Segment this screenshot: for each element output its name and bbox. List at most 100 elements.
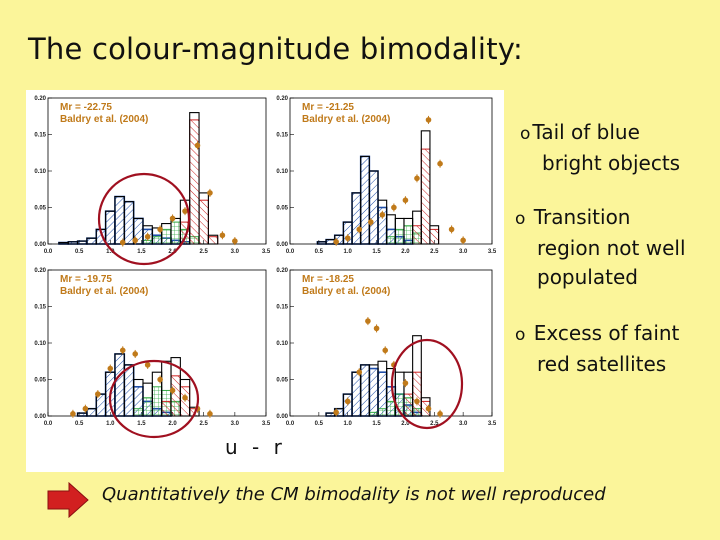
- x-tick-label: 2.5: [430, 421, 439, 427]
- histogram-bar-red: [429, 228, 440, 245]
- bullet-line: region not well: [537, 236, 686, 260]
- y-tick-label: 0.00: [276, 414, 288, 420]
- x-tick-label: 3.0: [231, 421, 240, 427]
- histogram-bar-red: [198, 199, 209, 245]
- data-point: [132, 351, 138, 357]
- data-point: [414, 175, 420, 182]
- y-tick-label: 0.05: [34, 206, 46, 212]
- y-tick-label: 0.10: [34, 169, 46, 175]
- histogram-bar-red: [189, 119, 200, 245]
- histogram-bar-total: [429, 225, 440, 245]
- histogram-figure: 0.0 0.5 1.0 1.5 2.0 2.5 3.0 3.5 0.00 0.05 0.10 0.15…: [26, 90, 504, 472]
- data-point: [95, 391, 101, 397]
- histogram-bar-green: [394, 228, 405, 245]
- data-point: [425, 117, 432, 123]
- data-point: [182, 208, 188, 214]
- x-tick-label: 0.0: [286, 421, 295, 427]
- magnitude-label: Mr = -22.75: [60, 102, 112, 113]
- magnitude-label: Mr = -21.25: [302, 102, 354, 113]
- y-tick-label: 0.05: [276, 378, 288, 384]
- x-tick-label: 2.5: [200, 249, 209, 255]
- y-tick-label: 0.15: [34, 305, 46, 311]
- histogram-bar-blue: [368, 367, 379, 417]
- x-tick-label: 1.0: [344, 249, 353, 255]
- x-tick-label: 0.5: [315, 421, 324, 427]
- bullet-marker: o: [520, 124, 531, 144]
- legend-label: Baldry et al. (2004): [60, 286, 148, 297]
- data-point: [379, 212, 386, 218]
- histogram-bar-red: [412, 371, 422, 417]
- histogram-bar-red: [161, 400, 172, 417]
- histogram-panels: 0.0 0.5 1.0 1.5 2.0 2.5 3.0 3.5 0.00 0.05 0.10 0.15…: [34, 96, 497, 439]
- data-point: [356, 226, 363, 233]
- histogram-bar-red: [207, 236, 219, 245]
- histogram-bar-blue: [114, 353, 126, 417]
- data-point: [365, 318, 371, 324]
- legend-label: Baldry et al. (2004): [302, 286, 390, 297]
- legend-label: Baldry et al. (2004): [302, 114, 390, 125]
- panel-frame: [47, 97, 267, 245]
- histogram-bar-red: [412, 225, 422, 245]
- y-tick-label: 0.20: [34, 96, 46, 102]
- x-tick-label: 3.0: [459, 249, 468, 255]
- bullet-line: Excess of faint: [533, 321, 680, 345]
- x-tick-label: 0.5: [75, 421, 84, 427]
- data-point: [70, 411, 76, 417]
- y-tick-label: 0.20: [276, 96, 288, 102]
- data-point: [207, 190, 213, 196]
- magnitude-label: Mr = -18.25: [302, 274, 354, 285]
- y-tick-label: 0.00: [34, 414, 46, 420]
- data-point: [437, 160, 443, 167]
- data-point: [356, 369, 363, 376]
- bullet-line: bright objects: [542, 151, 681, 175]
- data-point: [132, 237, 138, 244]
- histogram-bar-blue: [104, 210, 116, 245]
- x-tick-label: 0.0: [44, 421, 53, 427]
- panel-frame: [289, 97, 493, 245]
- x-tick-label: 2.0: [168, 421, 177, 427]
- x-tick-label: 3.5: [488, 421, 497, 427]
- x-tick-label: 1.5: [137, 421, 146, 427]
- y-tick-label: 0.20: [276, 268, 288, 274]
- histogram-bar-red: [170, 375, 181, 417]
- slide-title: The colour-magnitude bimodality:: [28, 32, 523, 66]
- y-tick-label: 0.20: [34, 268, 46, 274]
- data-point: [144, 233, 151, 240]
- histogram-bar-green: [142, 397, 153, 417]
- histogram-bar-blue: [368, 170, 379, 245]
- histogram-bar-blue: [359, 155, 371, 245]
- histogram-bar-red: [420, 148, 431, 245]
- data-point: [402, 380, 409, 386]
- x-tick-label: 2.0: [401, 421, 410, 427]
- bullet-faint-red: o Excess of faint red satellites: [515, 319, 679, 379]
- x-tick-label: 2.5: [200, 421, 209, 427]
- data-point: [157, 376, 163, 383]
- x-tick-label: 1.5: [372, 249, 381, 255]
- data-point: [182, 394, 188, 401]
- y-tick-label: 0.10: [34, 341, 46, 347]
- histogram-bar-green: [133, 408, 144, 417]
- histogram-bar-blue: [123, 364, 135, 417]
- data-point: [344, 398, 351, 405]
- data-point: [333, 409, 339, 416]
- x-tick-label: 3.5: [262, 249, 271, 255]
- x-tick-label: 3.0: [231, 249, 240, 255]
- x-tick-label: 1.0: [344, 421, 353, 427]
- right-arrow-icon: [47, 482, 89, 518]
- data-point: [194, 142, 201, 149]
- histogram-bar-total: [189, 112, 200, 245]
- data-point: [107, 365, 114, 372]
- histogram-bar-total: [420, 130, 431, 245]
- data-point: [382, 347, 389, 354]
- histogram-bar-blue: [351, 192, 362, 245]
- x-tick-label: 1.0: [106, 249, 115, 255]
- histogram-bar-green: [403, 225, 414, 245]
- histogram-bar-green: [386, 400, 396, 417]
- histogram-bar-green: [151, 236, 163, 245]
- y-tick-label: 0.05: [276, 206, 288, 212]
- histogram-bar-green: [151, 386, 163, 417]
- data-point: [144, 362, 151, 368]
- bullet-line: red satellites: [537, 352, 667, 376]
- x-tick-label: 3.0: [459, 421, 468, 427]
- bullet-line: populated: [537, 265, 638, 289]
